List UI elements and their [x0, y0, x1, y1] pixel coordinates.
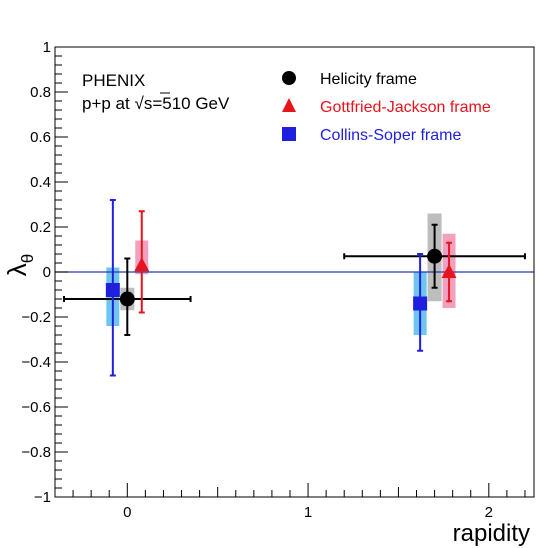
tick-labels: 1 0.8 0.6 0.4 0.2 0 −0.2 −0.4 −0.6 −0.8 −1 0 1 2	[21, 39, 493, 521]
y-tick-label: 0	[43, 264, 51, 281]
x-tick-label: 1	[304, 504, 312, 521]
annotation-sqrt-sign: √	[134, 94, 144, 113]
data-point-gottfried-jackson	[441, 264, 457, 278]
data-point-helicity	[427, 248, 443, 264]
x-tick-label: 2	[485, 504, 493, 521]
y-tick-label: −0.4	[21, 354, 51, 371]
y-axis-title-sub: θ	[18, 254, 37, 263]
data-point-collins-soper	[105, 283, 120, 297]
y-tick-label: −0.8	[21, 444, 51, 461]
legend-label-collins-soper: Collins-Soper frame	[320, 127, 461, 144]
y-tick-label: −0.2	[21, 309, 51, 326]
legend-label-gottfried-jackson: Gottfried-Jackson frame	[320, 99, 491, 116]
y-tick-label: 0.6	[30, 129, 51, 146]
svg-text:λθ: λθ	[2, 254, 37, 276]
systematic-bands	[106, 213, 456, 335]
x-tick-label: 0	[123, 504, 131, 521]
y-axis-title: λθ	[2, 254, 37, 276]
data-point-gottfried-jackson	[134, 257, 150, 272]
y-tick-label: −1	[34, 489, 51, 506]
legend-label-helicity: Helicity frame	[320, 71, 417, 88]
y-tick-label: 1	[43, 39, 51, 56]
annotation-experiment: PHENIX	[82, 71, 145, 90]
legend-marker-helicity	[282, 71, 296, 85]
y-axis-title-main: λ	[2, 263, 32, 276]
legend-marker-gottfried-jackson	[282, 98, 296, 112]
x-axis-title: rapidity	[453, 520, 530, 547]
axes	[54, 46, 535, 498]
y-tick-label: 0.4	[30, 174, 51, 191]
annotation-system-prefix: p+p at	[82, 94, 134, 113]
data-markers	[105, 248, 457, 311]
legend: Helicity frame Gottfried-Jackson frame C…	[282, 71, 491, 144]
annotation-system-suffix: s=510 GeV	[144, 94, 230, 113]
data-point-helicity	[119, 291, 135, 307]
y-tick-label: −0.6	[21, 399, 51, 416]
data-point-collins-soper	[413, 296, 428, 311]
annotation-system: p+p at √s=510 GeV	[82, 94, 230, 113]
y-tick-label: 0.8	[30, 84, 51, 101]
legend-marker-collins-soper	[282, 127, 296, 141]
y-tick-label: 0.2	[30, 219, 51, 236]
